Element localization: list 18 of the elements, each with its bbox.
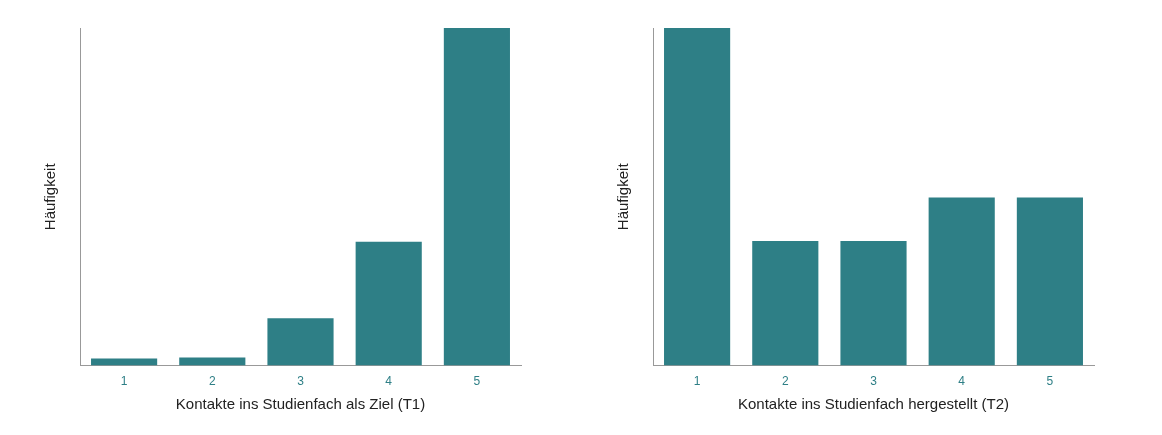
x-tick-label: 4 [385,374,393,389]
x-tick-label: 2 [208,374,216,389]
x-tick-label: 4 [958,374,966,389]
x-tick-label: 3 [870,374,878,389]
y-axis-title: Häufigkeit [614,162,632,231]
x-tick-label: 5 [473,374,481,389]
x-tick-label: 3 [297,374,305,389]
bar [443,28,510,366]
x-tick-label: 5 [1046,374,1054,389]
x-tick-label: 1 [120,374,128,389]
bar [267,318,334,366]
x-axis-title: Kontakte ins Studienfach hergestellt (T2) [738,395,1009,413]
x-axis-title: Kontakte ins Studienfach als Ziel (T1) [175,395,426,413]
x-tick-label: 2 [781,374,789,389]
x-tick-label: 1 [693,374,701,389]
bar [355,241,422,366]
y-axis-title: Häufigkeit [41,162,59,231]
bar [179,357,246,366]
